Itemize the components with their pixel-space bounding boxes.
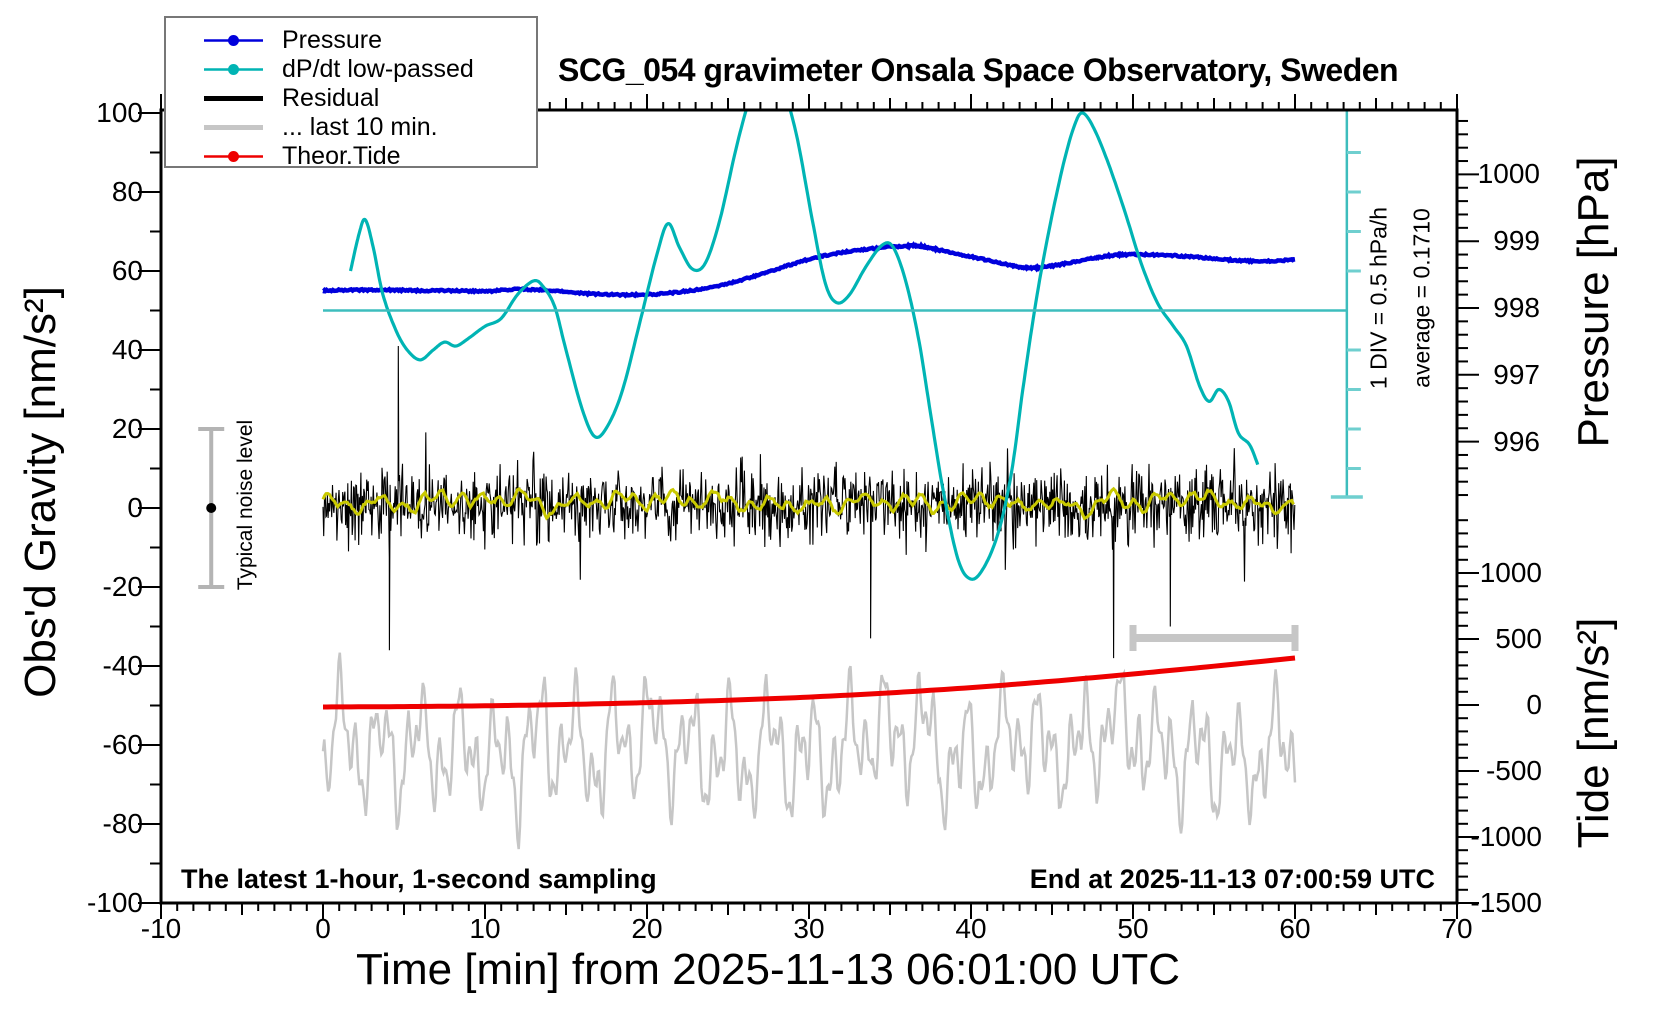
- tide-tick-label: -1500: [1470, 887, 1542, 918]
- x-tick-label: 10: [469, 913, 501, 944]
- x-tick-label: 60: [1279, 913, 1311, 944]
- line-dot-marker: [204, 64, 263, 75]
- legend-item-label: dP/dt low-passed: [282, 55, 474, 83]
- legend-item-label: Pressure: [282, 26, 383, 54]
- pressure-tick-label: 996: [1493, 425, 1540, 457]
- gravity-tick-label: 0: [127, 492, 143, 523]
- line-marker: [204, 125, 263, 130]
- x-tick-label: 20: [631, 913, 663, 944]
- tide-axis-title: Tide [nm/s²]: [1569, 617, 1618, 849]
- gravity-tick-label: -40: [102, 650, 143, 681]
- typical-noise-label: Typical noise level: [234, 419, 257, 591]
- gravity-tick-label: 20: [111, 413, 143, 444]
- x-tick-label: 70: [1441, 913, 1473, 944]
- tide-tick-label: 0: [1526, 689, 1542, 720]
- tide-tick-label: 1000: [1479, 557, 1542, 588]
- gravity-tick-label: -60: [102, 729, 143, 760]
- x-tick-label: 30: [793, 913, 825, 944]
- pressure-tick-label: 999: [1493, 225, 1540, 257]
- pressure-tick-label: 998: [1493, 292, 1540, 323]
- series-last10-line: [321, 652, 1297, 850]
- legend-item-pressure: Pressure: [166, 26, 536, 55]
- line-dot-marker: [204, 151, 263, 162]
- legend: Pressure dP/dt low-passed Residual... last…: [164, 16, 538, 171]
- gravity-tick-label: 40: [111, 334, 143, 365]
- sampling-note: The latest 1-hour, 1-second sampling: [181, 864, 657, 894]
- gravity-tick-label: 60: [111, 255, 143, 286]
- x-tick-label: 50: [1117, 913, 1149, 944]
- pressure-tick-label: 1000: [1477, 158, 1540, 190]
- legend-dot: [228, 35, 239, 46]
- end-time-note: End at 2025-11-13 07:00:59 UTC: [1029, 864, 1435, 894]
- gravity-tick-label: -20: [102, 571, 143, 602]
- x-tick-label: 0: [315, 913, 331, 944]
- legend-item-label: Theor.Tide: [282, 142, 401, 170]
- line-dot-marker: [204, 35, 263, 46]
- legend-dot: [228, 64, 239, 75]
- gravity-tick-label: -100: [86, 887, 143, 918]
- series-dpdt-line: [348, 110, 1260, 581]
- gravity-tick-label: 100: [96, 97, 143, 128]
- series-pressure-line: [322, 241, 1296, 299]
- legend-item-theor-tide: Theor.Tide: [166, 142, 536, 171]
- gravity-tick-label: -80: [102, 808, 143, 839]
- legend-item-label: Residual: [282, 84, 380, 112]
- average-note: average = 0.1710: [1408, 208, 1435, 388]
- tide-tick-label: -1000: [1470, 821, 1542, 852]
- legend-dot: [228, 151, 239, 162]
- legend-item-residual: Residual: [166, 84, 536, 113]
- legend-item--last-10-min-: ... last 10 min.: [166, 113, 536, 142]
- pressure-axis-title: Pressure [hPa]: [1569, 156, 1618, 448]
- gravity-tick-label: 80: [111, 176, 143, 207]
- x-tick-label: 40: [955, 913, 987, 944]
- series-layer: [321, 110, 1297, 850]
- div-scale-note: 1 DIV = 0.5 hPa/h: [1365, 206, 1392, 390]
- series-residual-smooth-line: [321, 486, 1295, 521]
- tide-tick-label: 500: [1495, 623, 1542, 654]
- tide-tick-label: -500: [1485, 755, 1542, 786]
- noise-errorbar-dot: [206, 503, 217, 513]
- gravity-axis-title: Obs'd Gravity [nm/s²]: [16, 286, 65, 698]
- page-title: SCG_054 gravimeter Onsala Space Observat…: [558, 52, 1399, 88]
- series-theor-tide-line: [323, 655, 1296, 710]
- pressure-tick-label: 997: [1493, 358, 1540, 390]
- x-tick-label: -10: [140, 913, 182, 944]
- line-marker: [204, 96, 263, 101]
- time-axis-title: Time [min] from 2025-11-13 06:01:00 UTC: [355, 945, 1181, 994]
- legend-item-dp-dt-low-passed: dP/dt low-passed: [166, 55, 536, 84]
- legend-item-label: ... last 10 min.: [282, 113, 438, 141]
